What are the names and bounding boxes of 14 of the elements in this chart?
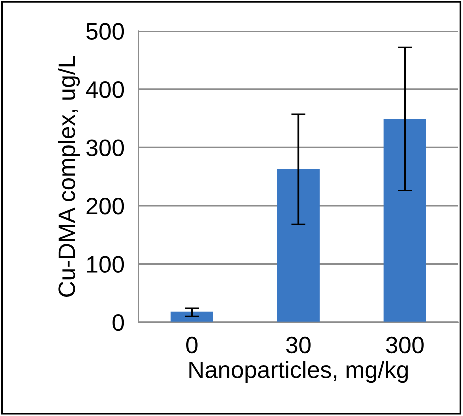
- x-tick-label: 300: [386, 336, 424, 354]
- bar: [384, 119, 426, 322]
- y-tick-label: 100: [87, 256, 124, 273]
- y-axis-title: Cu-DMA complex, ug/L: [58, 56, 80, 297]
- y-tick-label: 0: [112, 314, 124, 332]
- y-tick-label: 500: [86, 23, 124, 40]
- x-axis-title: Nanoparticles, mg/kg: [190, 361, 408, 384]
- bar: [277, 169, 320, 322]
- bar: [170, 312, 214, 322]
- x-tick-label: 30: [286, 336, 311, 354]
- x-tick-label: 0: [186, 336, 198, 354]
- y-tick-label: 200: [86, 198, 124, 215]
- y-tick-label: 300: [86, 140, 124, 156]
- y-tick-label: 400: [86, 82, 124, 98]
